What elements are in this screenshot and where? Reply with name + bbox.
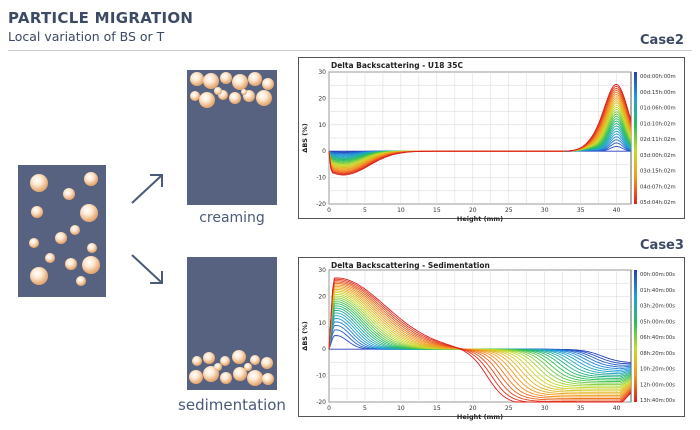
chart-case2: Delta Backscattering - U18 35C 0 5 10 15 20 25…	[298, 57, 685, 223]
y-tick-label: -20	[316, 399, 326, 406]
legend-label: 13h:40m:00s	[640, 398, 675, 404]
y-tick-label: 0	[322, 148, 326, 155]
legend-label: 10h:20m:00s	[640, 367, 675, 373]
x-tick-label: 10	[397, 207, 405, 214]
creaming-caption: creaming	[199, 210, 265, 226]
legend-label: 05h:00m:00s	[640, 319, 675, 325]
y-axis-label: ΔBS (%)	[301, 123, 309, 152]
x-axis-label: Height (mm)	[457, 215, 503, 223]
x-tick-label: 20	[469, 207, 477, 214]
x-axis-label: Height (mm)	[457, 413, 503, 421]
header-divider	[8, 50, 692, 51]
series-line	[328, 284, 632, 398]
series-line	[328, 83, 632, 176]
legend-label: 01d:10h:02m	[640, 121, 676, 127]
sedimentation-caption: sedimentation	[178, 396, 286, 414]
series-line	[328, 282, 632, 399]
legend-label: 01h:40m:00s	[640, 288, 675, 294]
legend-label: 00d:15h:00m	[640, 90, 676, 96]
page-subtitle: Local variation of BS or T	[8, 29, 165, 44]
sedimentation-vial	[187, 257, 277, 390]
initial-particles	[29, 172, 100, 286]
series-line	[328, 277, 632, 403]
creaming-particles	[190, 72, 274, 108]
legend-label: 00d:00h:00m	[640, 74, 676, 80]
series-line	[328, 281, 632, 401]
legend-label: 12h:00m:00s	[640, 382, 675, 388]
y-tick-label: 20	[318, 95, 326, 102]
color-legend-bar	[634, 270, 637, 402]
chart-case2-svg: Delta Backscattering - U18 35C 0 5 10 15 20 25…	[301, 61, 676, 223]
chart-case3: Delta Backscattering - Sedimentation 0 5 10…	[298, 257, 685, 421]
x-tick-label: 30	[541, 207, 549, 214]
x-tick-label: 0	[327, 207, 331, 214]
case3-label: Case3	[640, 238, 684, 253]
chart-title: Delta Backscattering - Sedimentation	[331, 261, 490, 270]
legend-label: 00h:00m:00s	[640, 272, 675, 278]
y-tick-label: 10	[318, 320, 326, 327]
x-tick-label: 5	[363, 207, 367, 214]
legend-label: 05d:04h:02m	[640, 200, 676, 206]
legend-label: 04d:07h:02m	[640, 184, 676, 190]
y-tick-label: 30	[318, 267, 326, 274]
x-tick-label: 40	[613, 207, 621, 214]
legend-label: 03d:00h:02m	[640, 153, 676, 159]
legend-label: 06h:40m:00s	[640, 335, 675, 341]
y-tick-label: -20	[316, 201, 326, 208]
initial-vial	[18, 165, 106, 297]
page-title: PARTICLE MIGRATION	[8, 9, 194, 27]
y-tick-label: 30	[318, 69, 326, 76]
legend-label: 02d:11h:02m	[640, 137, 676, 143]
chart-case3-svg: Delta Backscattering - Sedimentation 0 5 10…	[301, 261, 675, 421]
x-tick-label: 0	[327, 405, 331, 412]
x-tick-label: 35	[577, 207, 585, 214]
y-tick-label: -10	[316, 373, 326, 380]
x-tick-label: 5	[363, 405, 367, 412]
x-tick-label: 40	[613, 405, 621, 412]
legend-label: 08h:20m:00s	[640, 351, 675, 357]
x-tick-label: 15	[433, 405, 441, 412]
x-tick-label: 10	[397, 405, 405, 412]
legend-label: 01d:06h:00m	[640, 106, 676, 112]
case2-label: Case2	[640, 33, 684, 48]
x-tick-label: 20	[469, 405, 477, 412]
x-tick-label: 30	[541, 405, 549, 412]
series-line	[328, 285, 632, 396]
x-tick-label: 35	[577, 405, 585, 412]
legend-label: 03d:15h:02m	[640, 169, 676, 175]
arrow-up-right-icon	[131, 174, 163, 204]
creaming-vial	[187, 70, 277, 205]
arrow-down-right-icon	[131, 254, 163, 284]
sedimentation-particles	[189, 350, 274, 386]
y-tick-label: 20	[318, 293, 326, 300]
x-tick-label: 15	[433, 207, 441, 214]
y-tick-label: -10	[316, 175, 326, 182]
chart-title: Delta Backscattering - U18 35C	[331, 61, 463, 70]
y-tick-label: 0	[322, 346, 326, 353]
color-legend-bar	[634, 72, 637, 204]
x-tick-label: 25	[505, 405, 513, 412]
y-axis-label: ΔBS (%)	[301, 321, 309, 350]
legend-label: 03h:20m:00s	[640, 304, 675, 310]
x-tick-label: 25	[505, 207, 513, 214]
y-tick-label: 10	[318, 122, 326, 129]
